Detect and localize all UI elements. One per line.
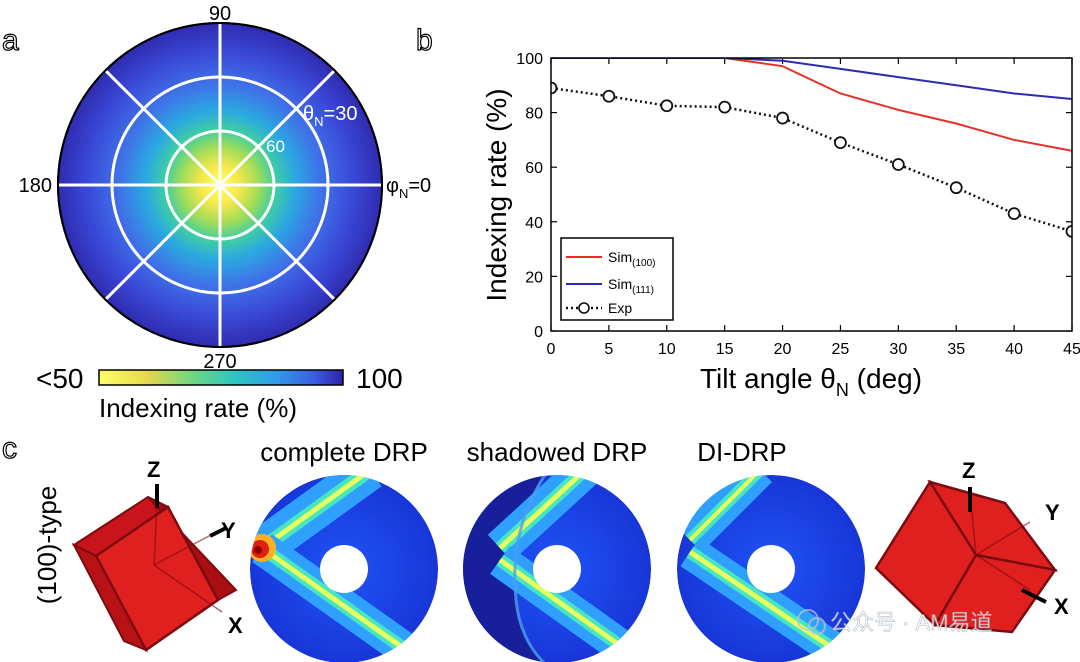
series-group (551, 58, 1072, 238)
plot-frame (550, 57, 1073, 332)
cube-right: Z Y X (874, 458, 1069, 634)
x-tick-label: 0 (547, 341, 556, 358)
legend-label-exp: Exp (608, 300, 632, 316)
y-tick-label: 100 (516, 51, 543, 68)
colorbar-min-label: <50 (36, 363, 84, 394)
watermark: 公众号 · AM易道 (797, 609, 993, 635)
legend-label-sim111: Sim(111) (608, 276, 654, 296)
axis-label-x-left: X (228, 613, 243, 638)
exp-data-point (602, 89, 616, 103)
drp-shadowed (463, 475, 651, 662)
y-tick-label: 40 (525, 215, 543, 232)
exp-data-point (1007, 207, 1021, 221)
wechat-icon (797, 609, 819, 631)
axis-label-z-right: Z (962, 458, 975, 483)
axis-label-z-left: Z (147, 457, 160, 482)
theta-ring-label: θN=30 (303, 103, 357, 129)
x-tick-label: 35 (947, 341, 965, 358)
exp-data-point (891, 158, 905, 171)
y-tick-label: 0 (534, 324, 543, 341)
title-di-drp: DI-DRP (697, 437, 787, 467)
axis-label-y-right: Y (1045, 500, 1060, 525)
x-tick-label: 45 (1063, 341, 1080, 358)
exp-data-point (776, 111, 789, 125)
colorbar-max-label: 100 (356, 363, 403, 394)
angle-label-90: 90 (209, 3, 231, 25)
axis-label-y-left: Y (221, 518, 236, 543)
x-tick-label: 40 (1005, 341, 1023, 358)
title-complete-drp: complete DRP (260, 437, 428, 467)
polar-plot: 90 180 270 θN=30 60 φN=0 <50 100 Indexin… (19, 3, 432, 423)
x-axis-label: Tilt angle θN (deg) (700, 363, 922, 400)
y-tick-group: 0 20 40 60 80 100 (516, 51, 1072, 341)
y-tick-label: 60 (525, 160, 543, 177)
exp-data-point (1065, 224, 1072, 238)
panel-label-b: b (416, 24, 433, 57)
drp-complete (250, 475, 438, 662)
x-tick-label: 10 (658, 341, 676, 358)
cube-left: Z Y X (71, 457, 243, 652)
exp-data-point (660, 99, 674, 113)
series-line-2 (551, 86, 1072, 233)
panel-label-c: c (2, 432, 17, 465)
legend: Sim(100) Sim(111) Exp (560, 237, 674, 321)
watermark-text: 公众号 · AM易道 (830, 610, 993, 635)
angle-label-270: 270 (203, 351, 236, 373)
phi-label: φN=0 (386, 175, 431, 201)
angle-label-180: 180 (19, 175, 52, 197)
series-line-1 (551, 58, 1072, 100)
x-tick-label: 25 (832, 341, 850, 358)
x-tick-group: 0 5 10 15 20 25 30 35 40 45 (547, 58, 1080, 358)
series-line-0 (551, 58, 1072, 152)
ring-label-60: 60 (266, 137, 285, 156)
exp-data-point (949, 181, 963, 195)
x-tick-label: 15 (716, 341, 734, 358)
polar-grid (58, 23, 382, 347)
row-label-100-type: (100)-type (32, 486, 62, 605)
colorbar (98, 369, 344, 386)
axis-label-x-right: X (1054, 594, 1069, 619)
x-tick-label: 20 (774, 341, 792, 358)
y-axis-label: Indexing rate (%) (481, 88, 512, 301)
exp-data-point (718, 100, 732, 114)
y-tick-label: 20 (525, 269, 543, 286)
legend-label-sim100: Sim(100) (608, 249, 655, 269)
line-chart: 0 20 40 60 80 100 0 5 10 15 20 25 30 35 40 45 Indexing… (481, 51, 1080, 400)
y-tick-label: 80 (525, 106, 543, 123)
colorbar-title: Indexing rate (%) (99, 393, 297, 423)
panel-label-a: a (2, 24, 19, 57)
exp-data-point (834, 136, 847, 150)
x-tick-label: 30 (889, 341, 907, 358)
legend-marker-exp (578, 302, 590, 314)
x-tick-label: 5 (604, 341, 613, 358)
exp-data-point (551, 81, 558, 95)
title-shadowed-drp: shadowed DRP (467, 437, 648, 467)
